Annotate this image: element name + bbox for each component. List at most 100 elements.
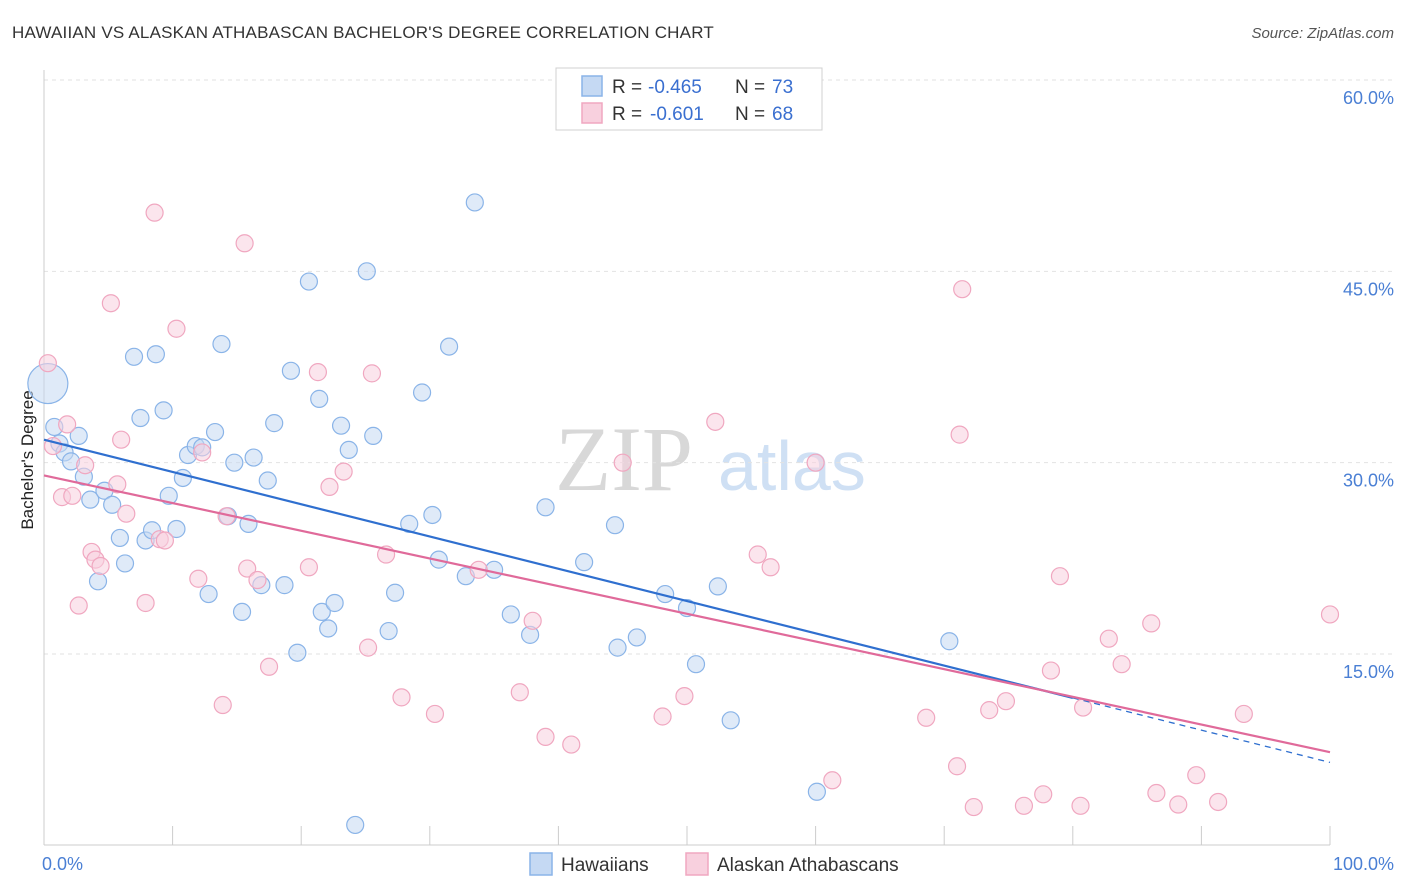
y-tick-labels: 60.0% 45.0% 30.0% 15.0% — [1343, 88, 1394, 682]
alaskan-point-47 — [806, 453, 825, 472]
alaskan-point-62 — [1099, 629, 1118, 648]
hawaiians-point-71 — [940, 632, 959, 651]
hawaiians-point-34 — [258, 471, 277, 490]
hawaiians-point-8 — [88, 572, 108, 591]
hawaiians-point-37 — [281, 361, 301, 380]
alaskan-point-30 — [334, 462, 353, 481]
hawaiians-point-17 — [146, 345, 165, 364]
hawaiians-point-56 — [465, 193, 484, 212]
alaskan-point-32 — [362, 364, 382, 383]
alaskan-extra-point-1 — [1234, 704, 1253, 724]
hawaiians-point-36 — [275, 576, 294, 595]
hawaiians-point-67 — [686, 655, 706, 674]
hawaiians-point-72 — [346, 815, 365, 835]
alaskan-point-0 — [38, 354, 57, 373]
trend-lines — [43, 438, 1331, 764]
alaskan-point-20 — [193, 443, 212, 462]
hawaiians-point-38 — [288, 643, 307, 662]
alaskan-trend-line — [43, 474, 1331, 754]
hawaiians-point-7 — [81, 490, 100, 509]
alaskan-point-28 — [308, 363, 328, 382]
hawaiians-point-60 — [536, 498, 555, 517]
alaskan-point-50 — [947, 757, 967, 776]
hawaiians-point-14 — [131, 408, 150, 428]
hawaiians-point-68 — [708, 577, 727, 596]
alaskan-point-15 — [145, 203, 164, 222]
alaskan-point-25 — [248, 570, 267, 590]
x-tick-label-min: 0.0% — [42, 854, 83, 874]
chart-source: Source: ZipAtlas.com — [1251, 25, 1394, 42]
alaskan-point-17 — [155, 531, 174, 550]
hawaiians-point-19 — [159, 486, 178, 505]
alaskan-point-58 — [1041, 661, 1061, 680]
hawaiians-point-18 — [154, 401, 173, 420]
y-tick-label-1: 45.0% — [1343, 279, 1394, 299]
hawaiians-point-44 — [331, 416, 351, 435]
alaskan-point-4 — [63, 486, 82, 505]
hawaiians-trend-line-extension — [1072, 697, 1331, 764]
alaskan-point-12 — [112, 430, 131, 449]
x-tick-label-max: 100.0% — [1333, 854, 1394, 874]
alaskan-point-45 — [748, 545, 767, 564]
alaskan-point-54 — [980, 701, 999, 720]
hawaiians-point-10 — [103, 495, 122, 514]
alaskan-point-56 — [1014, 796, 1034, 815]
hawaiians-point-26 — [205, 422, 225, 442]
alaskan-point-59 — [1050, 567, 1070, 586]
hawaiians-trend-line — [43, 438, 1074, 699]
hawaiians-point-32 — [244, 448, 263, 467]
alaskan-point-31 — [358, 638, 378, 657]
alaskan-point-43 — [675, 686, 694, 706]
hawaiians-point-12 — [115, 554, 135, 573]
hawaiians-point-57 — [485, 560, 504, 579]
hawaiians-point-13 — [124, 347, 144, 366]
hawaiians-point-46 — [357, 262, 376, 281]
alaskan-point-60 — [1071, 796, 1090, 815]
alaskan-point-64 — [1142, 614, 1161, 633]
hawaiians-point-42 — [319, 619, 338, 638]
hawaiians-point-62 — [605, 516, 625, 535]
alaskan-point-37 — [510, 683, 529, 702]
legend-r-label-1: R = — [612, 77, 642, 98]
alaskan-point-42 — [653, 707, 672, 726]
alaskan-point-39 — [536, 727, 555, 747]
bottom-legend-hawaiians: Hawaiians — [561, 855, 649, 876]
alaskan-point-23 — [235, 234, 254, 253]
legend-r-value-1: -0.465 — [648, 77, 702, 98]
y-tick-label-2: 30.0% — [1343, 471, 1394, 491]
alaskan-point-52 — [953, 280, 972, 299]
hawaiians-point-29 — [225, 453, 244, 472]
alaskan-point-49 — [917, 708, 936, 727]
alaskan-point-67 — [1187, 766, 1206, 785]
hawaiians-point-11 — [110, 528, 129, 548]
alaskan-point-38 — [523, 611, 542, 630]
alaskan-point-29 — [320, 477, 339, 497]
bottom-legend-alaskan: Alaskan Athabascans — [717, 855, 899, 876]
y-axis-label: Bachelor's Degree — [18, 390, 37, 529]
legend-swatch-hawaiians — [581, 75, 603, 97]
top-legend: R = -0.465 N = 73 R = -0.601 N = 68 — [555, 67, 823, 131]
legend-n-value-2: 68 — [772, 104, 793, 125]
series-hawaiians-points — [27, 193, 959, 835]
alaskan-point-10 — [101, 294, 120, 313]
alaskan-point-34 — [392, 688, 411, 707]
hawaiians-point-25 — [199, 584, 218, 604]
legend-r-value-2: -0.601 — [650, 104, 704, 125]
y-tick-label-0: 60.0% — [1343, 88, 1394, 108]
hawaiians-point-69 — [721, 711, 740, 730]
hawaiians-point-70 — [807, 782, 826, 801]
alaskan-point-41 — [613, 453, 632, 472]
legend-r-label-2: R = — [612, 104, 642, 125]
alaskan-point-9 — [91, 556, 110, 576]
alaskan-point-14 — [136, 593, 155, 613]
hawaiians-point-54 — [439, 337, 459, 356]
hawaiians-point-27 — [212, 334, 231, 354]
alaskan-point-13 — [117, 504, 136, 523]
hawaiians-point-39 — [299, 272, 319, 291]
alaskan-extra-point-2 — [1320, 605, 1340, 624]
hawaiians-point-64 — [627, 628, 646, 647]
alaskan-point-21 — [213, 695, 232, 715]
hawaiians-point-41 — [312, 602, 331, 622]
hawaiians-point-30 — [232, 602, 252, 622]
